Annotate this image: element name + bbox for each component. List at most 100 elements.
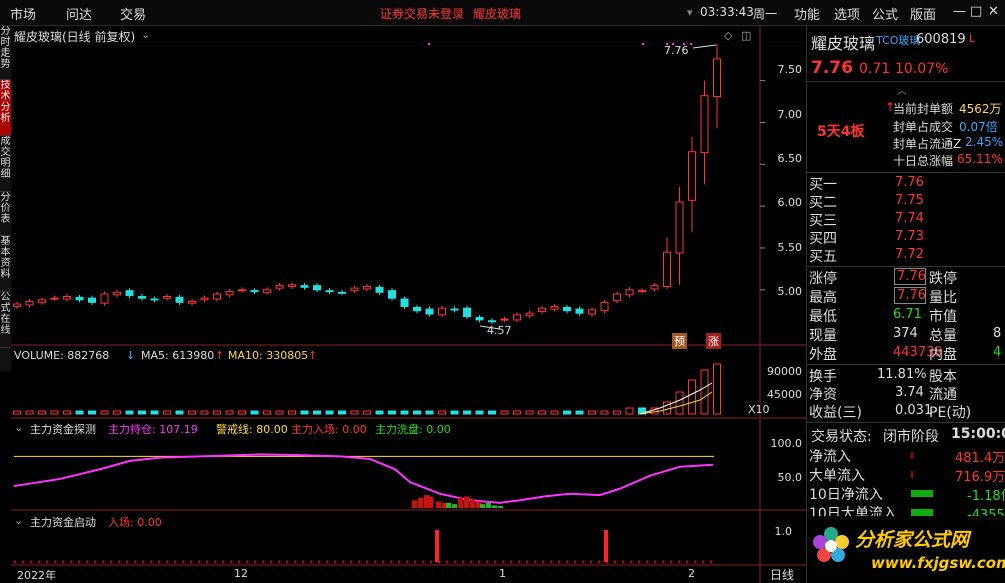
volume-bar: [564, 411, 571, 414]
maximize-icon[interactable]: □: [970, 4, 982, 19]
wash-bar: [446, 503, 451, 508]
wash-bar: [452, 504, 457, 508]
stat-value: 11.81%: [877, 367, 927, 382]
limit-up-mark[interactable]: 涨: [706, 333, 721, 349]
panel-toggle-icon[interactable]: ◫: [741, 29, 751, 42]
bid-level-label: 买一: [809, 174, 837, 194]
seal-value: 4562万: [959, 100, 1002, 117]
entry-bar: [418, 498, 423, 508]
candle-body: [489, 321, 496, 322]
stat-label: 跌停: [929, 268, 957, 288]
price-pct: 10.07%: [895, 61, 948, 77]
candle-body: [76, 297, 83, 300]
volume-bar: [176, 411, 183, 414]
forecast-mark[interactable]: 预: [672, 333, 687, 349]
candle-body: [276, 286, 283, 289]
volume-bar: [164, 411, 171, 414]
candle-body: [539, 308, 546, 311]
ma5-label: MA5: 613980: [141, 349, 214, 362]
streak-badge: 5天4板: [817, 121, 864, 141]
candle-body: [364, 286, 371, 289]
ind2-entry: 入场: 0.00: [108, 514, 162, 530]
watermark-url: www.fxjgsw.com: [871, 554, 1005, 572]
candle-body: [251, 291, 258, 292]
flow-bar: [911, 490, 933, 497]
volume-bar: [689, 380, 696, 414]
flow-label: 大单流入: [809, 465, 865, 485]
volume-bar: [501, 411, 508, 414]
arrow-down-icon: ↓: [126, 349, 135, 362]
bid-price: 7.74: [895, 211, 924, 226]
candle-body: [626, 290, 633, 295]
price-tick: 7.50: [762, 63, 802, 76]
ind1-name: 主力资金探测: [30, 421, 96, 437]
price-tick: 6.00: [762, 196, 802, 209]
volume-bar: [189, 411, 196, 414]
bid-level-label: 买三: [809, 210, 837, 230]
menu-formula[interactable]: 公式: [872, 4, 898, 23]
price-tick: 7.00: [762, 108, 802, 121]
volume-bar: [64, 411, 71, 414]
volume-bar: [526, 411, 533, 414]
status-time: 15:00:0: [951, 426, 1005, 442]
volume-bar: [476, 411, 483, 414]
volume-bar: [89, 411, 96, 414]
close-icon[interactable]: ✕: [988, 4, 999, 19]
minimize-icon[interactable]: —: [953, 4, 966, 19]
entry-bar: [458, 498, 463, 508]
stat-label: 总量: [929, 325, 957, 345]
price-tick: 6.50: [762, 152, 802, 165]
period-selector[interactable]: 日线: [770, 566, 794, 583]
stat-value: 0.031: [895, 403, 932, 418]
volume-bar: [576, 411, 583, 414]
ind1-holding: 主力持仓: 107.19: [108, 421, 198, 437]
collapse-icon[interactable]: ︿: [897, 82, 907, 97]
candle-body: [464, 308, 471, 316]
ten-day-label: 十日总涨幅: [893, 152, 953, 169]
ind1-menu-icon[interactable]: ⌄: [14, 421, 23, 434]
menu-options[interactable]: 选项: [834, 4, 860, 23]
volume-bar: [551, 411, 558, 414]
candle-body: [414, 307, 421, 310]
signal-dot: [690, 43, 692, 45]
stat-label: 最高: [809, 287, 837, 307]
candle-body: [176, 297, 183, 302]
diamond-icon[interactable]: ◇: [724, 29, 732, 42]
candle-body: [201, 298, 208, 300]
ind1-warning: 警戒线: 80.00: [216, 421, 288, 437]
candle-body: [14, 304, 21, 307]
volume-bar: [514, 411, 521, 414]
volume-bar: [626, 408, 633, 414]
volume-bar: [214, 411, 221, 414]
stat-label: 流通: [929, 384, 957, 404]
candle-body: [639, 291, 646, 292]
volume-bar: [239, 411, 246, 414]
candle-body: [389, 291, 396, 299]
seal-label: 当前封单额: [893, 100, 953, 117]
entry-bar: [464, 496, 469, 508]
ten-day-value: 65.11%: [957, 152, 1003, 166]
price-tick: 5.00: [762, 285, 802, 298]
volume-bar: [276, 411, 283, 414]
volume-bar: [126, 411, 133, 414]
concept-tag[interactable]: TCO玻璃: [876, 32, 920, 48]
candle-body: [214, 294, 221, 299]
high-price-label: 7.76: [664, 44, 689, 57]
candle-body: [526, 313, 533, 316]
candle-body: [564, 307, 571, 310]
candle-body: [689, 152, 696, 201]
candle-body: [376, 287, 383, 292]
volume-bar: [76, 411, 83, 414]
chart-area[interactable]: [0, 0, 806, 583]
ind2-menu-icon[interactable]: ⌄: [14, 514, 23, 527]
candle-body: [651, 286, 658, 289]
candle-body: [339, 292, 346, 293]
volume-bar: [401, 411, 408, 414]
menu-layout[interactable]: 版面: [910, 4, 936, 23]
volume-bar: [339, 411, 346, 414]
volume-bar: [364, 411, 371, 414]
volume-bar: [114, 411, 121, 414]
flag-badge: L: [969, 32, 975, 45]
title-menu-icon[interactable]: ⌄: [141, 28, 150, 41]
